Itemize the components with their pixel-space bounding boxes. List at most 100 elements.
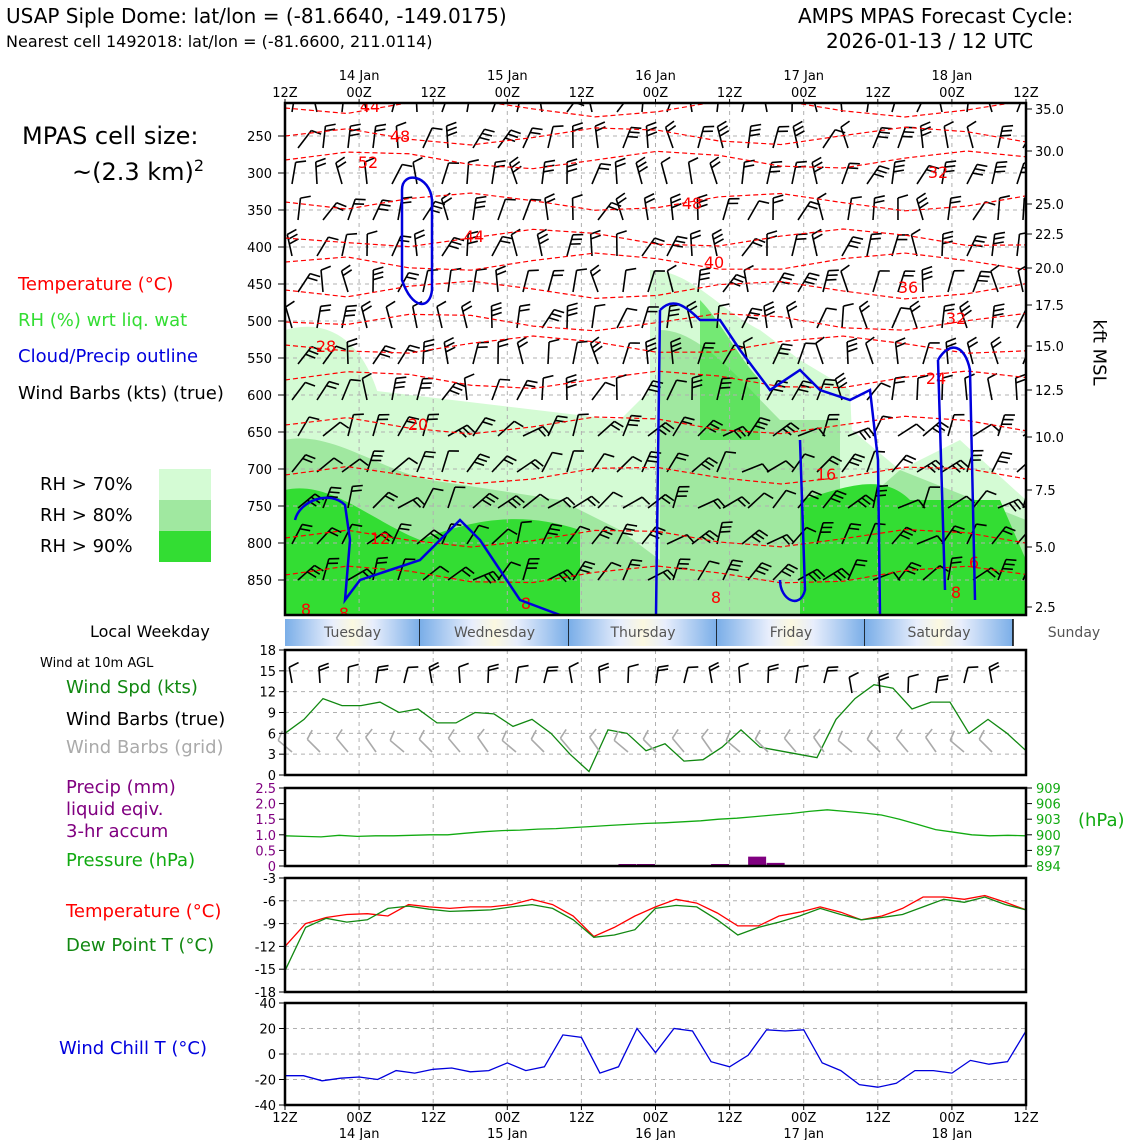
- wind-barb-feather: [416, 497, 426, 506]
- wind-barb-feather: [467, 230, 479, 235]
- wind-barb-shaft: [741, 103, 745, 113]
- wind-barb-shaft: [466, 453, 481, 473]
- wind-barb-shaft: [716, 103, 719, 113]
- pressure-tick-label: 900: [1036, 829, 1061, 844]
- wind-barb-feather: [915, 423, 925, 432]
- wind-barb-shaft: [701, 736, 713, 753]
- wind-barb-shaft: [391, 457, 410, 473]
- wind-barb-shaft: [916, 459, 937, 473]
- wind-barb: [389, 730, 405, 753]
- wind-barb-feather: [865, 336, 875, 344]
- wind-barb-shaft: [622, 559, 633, 581]
- wind-barb-shaft: [990, 270, 999, 293]
- wind-barb-feather: [761, 562, 772, 568]
- wind-chill-tick-label: -20: [255, 1074, 276, 1089]
- wind-barb-feather: [766, 230, 778, 235]
- wind-barb-shaft: [541, 162, 546, 185]
- wind-barb-shaft: [591, 381, 606, 401]
- wind-barb-feather: [850, 523, 862, 526]
- wind-barb-shaft: [997, 498, 1019, 509]
- wind-barb-feather: [1025, 464, 1026, 465]
- wind-barb-feather: [815, 336, 825, 344]
- wind-barb: [1014, 373, 1026, 401]
- wind-barb-feather: [443, 336, 454, 344]
- wind-barb-feather: [917, 197, 928, 205]
- wind-barb-feather: [598, 662, 609, 668]
- wind-barb: [991, 451, 1013, 473]
- temperature-contour-label: 32: [928, 163, 948, 182]
- wind-barb-feather: [538, 233, 548, 240]
- wind-barb-shaft: [589, 736, 601, 753]
- wind-barb-feather: [594, 303, 606, 307]
- pressure-tick-label: 700: [247, 463, 272, 478]
- precip-tick-label: 1.0: [255, 829, 276, 844]
- wind-barb-shaft: [447, 270, 452, 293]
- wind-barb-feather: [749, 133, 761, 137]
- wind-barb-shaft: [316, 527, 333, 545]
- wind-barb-feather: [851, 196, 862, 200]
- wind-barb-shaft: [866, 451, 876, 473]
- wind-barb-shaft: [460, 306, 468, 329]
- wind-barb: [445, 121, 458, 149]
- temperature-contour: [285, 565, 1026, 584]
- wind-barb-feather: [566, 163, 578, 168]
- wind-barb-shaft: [543, 667, 549, 684]
- wind-barb-feather: [700, 267, 711, 271]
- cloud-outline: [400, 176, 434, 306]
- wind-barb: [297, 564, 324, 581]
- wind-barb-feather: [894, 159, 906, 163]
- wind-barb-shaft: [472, 128, 486, 149]
- wind-barb: [477, 728, 489, 753]
- wind-barb-feather: [970, 88, 980, 90]
- wind-barb-feather: [345, 309, 356, 312]
- wind-barb: [297, 416, 320, 437]
- wind-barb-shaft: [622, 270, 627, 293]
- cell-size-exponent: 2: [193, 156, 205, 175]
- wind-barb: [919, 121, 932, 149]
- kft-tick-label: 12.5: [1035, 384, 1064, 399]
- wind-barb: [708, 661, 720, 684]
- wind-barb-feather: [328, 236, 339, 241]
- wind-barb-feather: [944, 165, 956, 168]
- wind-barb-feather: [510, 161, 521, 169]
- wind-barb: [530, 729, 545, 753]
- wind-barb-feather: [295, 160, 307, 164]
- wind-barb-shaft: [959, 306, 968, 329]
- wind-barb-shaft: [641, 380, 654, 401]
- wind-barb-feather: [538, 86, 547, 91]
- temperature-contour-label: 8: [951, 583, 961, 602]
- wind-barb-shaft: [840, 103, 843, 113]
- wind-barb-feather: [481, 499, 492, 507]
- wind-barb-shaft: [413, 234, 418, 257]
- wind-barb-feather: [926, 464, 936, 473]
- wind-barb-feather: [1030, 564, 1040, 565]
- wind-barb-feather: [664, 493, 675, 502]
- wind-barb: [822, 269, 839, 293]
- wind-barb-feather: [895, 729, 903, 739]
- wind-barb-feather: [854, 453, 865, 459]
- wind-barb-feather: [483, 574, 492, 584]
- wind-barb: [966, 88, 980, 113]
- wind-barb: [722, 197, 740, 221]
- wind-barb-feather: [763, 492, 774, 500]
- wind-barb-feather: [453, 236, 465, 242]
- wind-barb-feather: [807, 204, 818, 210]
- wind-barb-shaft: [666, 306, 671, 329]
- wind-barb-shaft: [314, 161, 318, 185]
- wind-barb-feather: [764, 305, 775, 312]
- wind-barb-feather: [847, 347, 858, 353]
- wind-barb: [722, 559, 743, 581]
- wind-barb-shaft: [510, 234, 518, 257]
- wind-barb-feather: [980, 270, 992, 274]
- wind-barb: [347, 484, 363, 509]
- wind-barb-shaft: [848, 677, 853, 694]
- wind-barb: [671, 729, 685, 753]
- wind-barb: [365, 728, 377, 753]
- bottom-time-tick-label: 12Z: [420, 1111, 446, 1126]
- wind-barb: [891, 307, 912, 329]
- wind-barb-feather: [518, 664, 529, 668]
- wind-barb-feather: [675, 91, 685, 92]
- wind-barb-feather: [591, 495, 601, 504]
- wind-barb: [645, 121, 658, 149]
- wind-barb-shaft: [447, 566, 467, 581]
